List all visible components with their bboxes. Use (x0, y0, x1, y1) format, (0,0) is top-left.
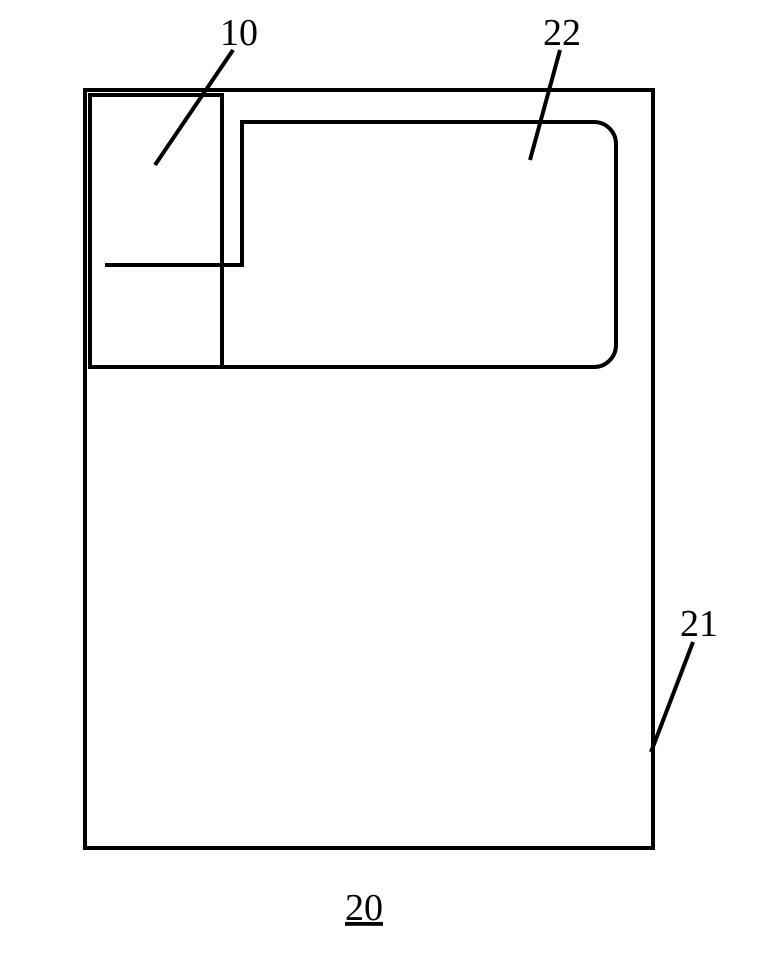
leader-21 (651, 642, 693, 752)
label-21: 21 (680, 603, 718, 645)
outer-rect (85, 90, 653, 848)
label-22: 22 (543, 12, 581, 54)
leader-22 (530, 50, 560, 160)
inner-small-rect (90, 95, 222, 367)
label-20: 20 (345, 887, 383, 929)
label-10: 10 (220, 12, 258, 54)
inner-shape (105, 122, 616, 367)
